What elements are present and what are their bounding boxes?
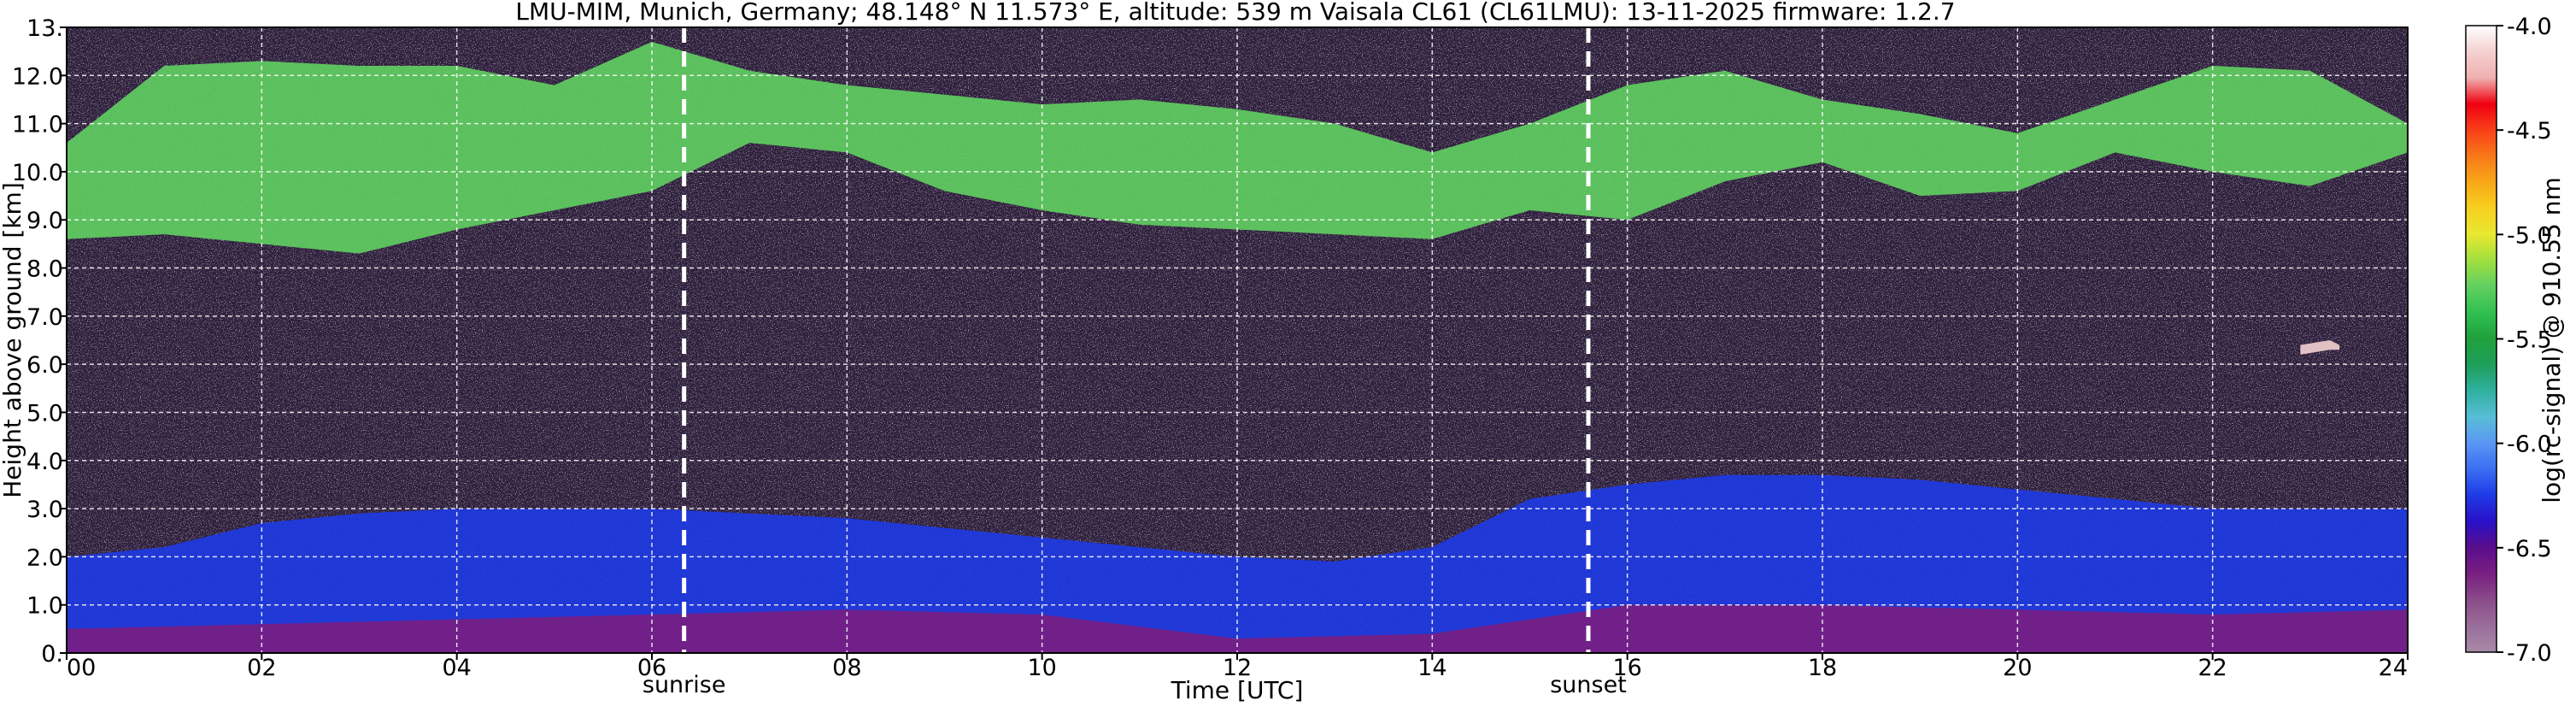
y-tick-label: 12.0 (12, 63, 63, 90)
x-tick-label: 02 (247, 655, 276, 681)
x-tick-label: 20 (2003, 655, 2032, 681)
x-tick-label: 10 (1027, 655, 1056, 681)
plot-area: sunrise sunset (66, 26, 2409, 698)
x-tick-label: 08 (832, 655, 861, 681)
y-tick-label: 13. (26, 15, 63, 42)
event-markers: sunrise sunset (643, 27, 1627, 698)
layer-isolated-cloud (2300, 340, 2340, 355)
chart-title: LMU-MIM, Munich, Germany; 48.148° N 11.5… (515, 0, 1955, 26)
layer-cirrus (67, 41, 2408, 254)
y-tick-label: 6.0 (26, 352, 63, 379)
x-tick-label: 16 (1612, 655, 1641, 681)
layer-aerosol-residual (67, 604, 2408, 653)
colorbar-label: log(rc-signal) @ 910.55 nm (2538, 177, 2566, 503)
colorbar-strip (2465, 25, 2497, 653)
x-tick-label: 00 (67, 655, 96, 681)
y-tick-label: 8.0 (26, 256, 63, 283)
x-axis-label: Time [UTC] (1171, 676, 1304, 704)
sunrise-label: sunrise (643, 672, 726, 698)
x-tick-label: 18 (1808, 655, 1837, 681)
x-tick-label: 22 (2198, 655, 2227, 681)
y-tick-label: 1.0 (26, 593, 63, 620)
colorbar: -4.0 -4.5 -5.0 -5.5 -6.0 -6.5 -7.0 log(rc-sign… (2465, 14, 2566, 667)
colorbar-tick-label: -6.5 (2507, 536, 2552, 562)
x-tick-label: 06 (637, 655, 666, 681)
sunset-label: sunset (1550, 672, 1627, 698)
x-tick-label: 12 (1223, 655, 1252, 681)
y-tick-label: 11.0 (12, 112, 63, 138)
y-tick-label: 9.0 (26, 208, 63, 234)
y-tick-label: 5.0 (26, 400, 63, 427)
y-tick-label: 4.0 (26, 449, 63, 475)
colorbar-tick-label: -4.5 (2507, 118, 2552, 144)
colorbar-tick-label: -5.5 (2507, 327, 2552, 354)
x-tick-label: 14 (1417, 655, 1446, 681)
y-tick-label: 0. (41, 641, 63, 668)
y-axis-label: Height above ground [km] (0, 182, 26, 498)
y-tick-label: 7.0 (26, 304, 63, 331)
colorbar-tick-label: -7.0 (2507, 640, 2552, 667)
y-tick-label: 10.0 (12, 160, 63, 186)
y-tick-label: 2.0 (26, 544, 63, 571)
x-axis-ticks: 00 02 04 06 08 10 12 14 16 18 20 22 24 (66, 653, 2409, 681)
colorbar-tick-label: -5.0 (2507, 222, 2552, 249)
x-tick-label: 24 (2379, 655, 2408, 681)
y-tick-label: 3.0 (26, 497, 63, 523)
colorbar-ticks: -4.0 -4.5 -5.0 -5.5 -6.0 -6.5 -7.0 (2497, 14, 2552, 667)
colorbar-tick-label: -6.0 (2507, 432, 2552, 458)
y-axis-ticks: 0. 1.0 2.0 3.0 4.0 5.0 6.0 7.0 8.0 9.0 10.0 11.0 12.… (12, 15, 67, 668)
x-tick-label: 04 (442, 655, 471, 681)
colorbar-tick-label: -4.0 (2507, 14, 2552, 40)
